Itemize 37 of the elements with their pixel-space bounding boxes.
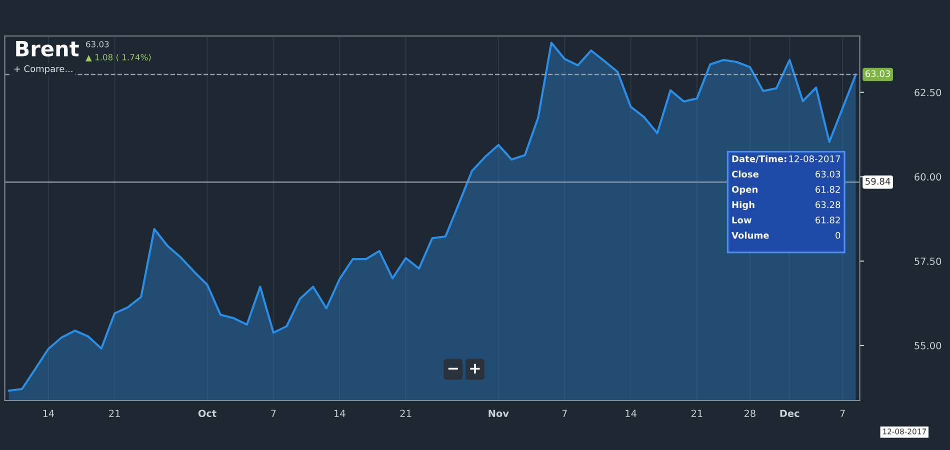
annotation: + Compare...	[14, 65, 72, 74]
annotation: 63.03	[816, 170, 840, 178]
y-tick-label: 62.50	[914, 88, 942, 96]
x-tick-label: 28	[744, 410, 756, 418]
annotation: Close	[732, 170, 758, 178]
chart-subtitle: 63.03	[86, 41, 109, 48]
x-tick-label: Nov	[488, 410, 509, 418]
y-tick-label: 60.00	[914, 173, 942, 181]
x-tick-label: Dec	[780, 410, 800, 418]
x-tick-label: 21	[691, 410, 702, 417]
annotation: +	[470, 364, 480, 374]
x-tick-label: 7	[840, 410, 845, 417]
annotation: ▲ 1.08 ( 1.74%)	[86, 54, 151, 62]
ref-line-label: 59.84	[866, 178, 890, 185]
y-tick-label: 57.50	[914, 258, 942, 265]
x-tick-label: 14	[43, 410, 54, 417]
x-tick-label: 21	[400, 410, 412, 417]
annotation: 0	[836, 232, 840, 239]
annotation: Volume	[732, 232, 769, 239]
x-tick-label: 21	[109, 410, 120, 417]
annotation: Date/Time:	[732, 155, 786, 163]
y-tick-label: 55.00	[914, 342, 942, 350]
annotation: Open	[732, 186, 758, 195]
annotation: 63.28	[816, 201, 840, 208]
annotation: 12-08-2017	[789, 155, 840, 162]
annotation: 61.82	[816, 186, 840, 193]
x-tick-label: 14	[334, 410, 346, 417]
ref-line-label: 63.03	[866, 70, 890, 78]
annotation: −	[448, 368, 458, 370]
x-tick-label: Oct	[198, 410, 216, 418]
x-tick-label: 7	[271, 410, 276, 417]
chart-title: Brent	[16, 41, 79, 57]
x-tick-label: 14	[626, 410, 636, 417]
annotation: High	[732, 201, 754, 210]
annotation: Low	[732, 216, 752, 224]
x-tick-label: 7	[562, 410, 567, 417]
annotation: 61.82	[816, 216, 840, 224]
